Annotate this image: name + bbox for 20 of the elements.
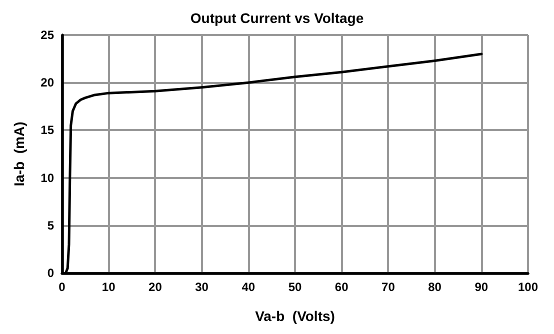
y-tick-label: 15 bbox=[40, 123, 54, 138]
x-tick-label: 10 bbox=[102, 280, 116, 294]
x-axis-title: Va-b (Volts) bbox=[255, 308, 335, 324]
x-tick-label: 20 bbox=[148, 280, 162, 294]
y-tick-label: 0 bbox=[47, 266, 54, 280]
x-tick-label: 90 bbox=[474, 280, 488, 294]
y-tick-label: 20 bbox=[40, 76, 54, 90]
x-tick-label: 80 bbox=[428, 280, 442, 294]
x-tick-label: 70 bbox=[382, 280, 396, 294]
x-tick-label: 60 bbox=[334, 280, 349, 294]
x-tick-label: 40 bbox=[242, 280, 256, 294]
x-tick-label: 50 bbox=[288, 280, 302, 294]
x-tick-label: 100 bbox=[518, 280, 538, 294]
x-tick-label: 0 bbox=[58, 280, 66, 294]
x-tick-label: 30 bbox=[195, 280, 209, 294]
y-tick-label: 5 bbox=[47, 218, 54, 232]
y-tick-label: 25 bbox=[40, 28, 54, 42]
chart-title: Output Current vs Voltage bbox=[190, 10, 364, 26]
y-axis-title: Ia-b (mA) bbox=[11, 122, 27, 186]
y-tick-label: 10 bbox=[40, 170, 54, 185]
